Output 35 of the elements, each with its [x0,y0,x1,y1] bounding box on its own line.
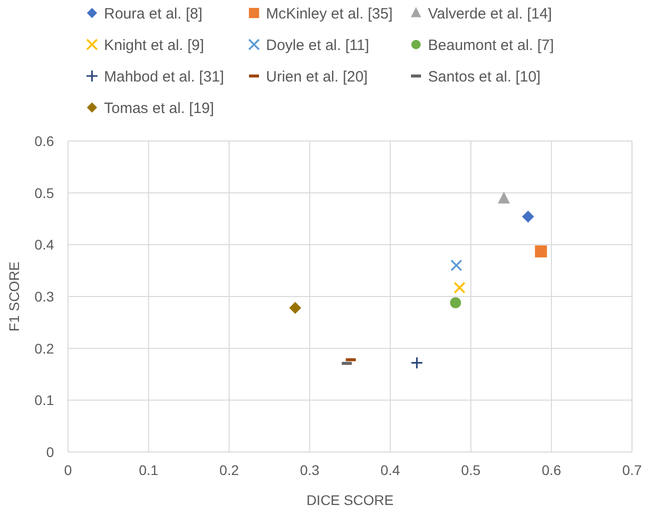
legend-label: Knight et al. [9] [104,37,204,54]
point [450,260,462,272]
legend-label: Tomas et al. [19] [104,100,214,117]
y-tick-label: 0 [46,444,54,460]
point [522,210,534,223]
x-tick-label: 0.1 [138,462,159,478]
x-tick-label: 0.6 [542,462,562,478]
y-tick-label: 0.2 [34,340,54,356]
point [498,192,510,204]
x-tick-label: 0.7 [622,462,642,478]
legend-label: Doyle et al. [11] [266,37,370,54]
x-tick-label: 0 [64,462,72,478]
legend-label: Santos et al. [10] [428,68,541,86]
y-axis-title: F1 SCORE [6,261,22,332]
y-tick-label: 0.1 [34,392,54,408]
x-tick-label: 0.4 [380,462,400,478]
legend-label: Urien et al. [20] [266,68,368,86]
legend-label: Valverde et al. [14] [428,6,552,22]
x-axis-title: DICE SCORE [306,492,394,508]
legend-label: Roura et al. [8] [104,6,202,22]
x-tick-label: 0.5 [461,462,481,478]
y-tick-label: 0.4 [34,236,54,253]
point [534,245,547,258]
legend-label: McKinley et al. [35] [266,6,393,22]
legend-label: Beaumont et al. [7] [428,37,554,54]
x-tick-label: 0.2 [219,462,240,478]
y-tick-label: 0.3 [34,288,54,304]
point [450,297,462,308]
point [454,282,466,294]
legend-label: Mahbod et al. [31] [104,68,224,86]
y-tick-label: 0.6 [34,133,54,149]
point [289,302,302,314]
point [410,356,424,370]
x-tick-label: 0.3 [300,462,320,478]
y-tick-label: 0.5 [34,184,54,201]
